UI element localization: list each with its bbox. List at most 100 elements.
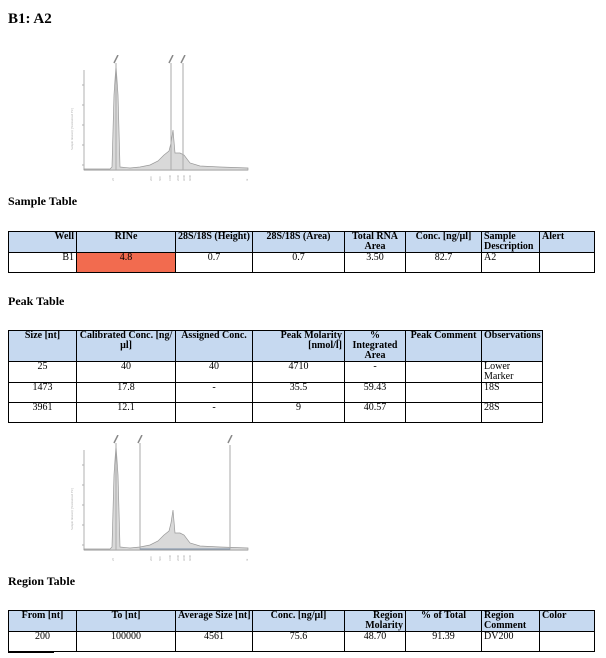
cell-assigned-conc: 40 — [175, 361, 253, 383]
cell-peak-comment — [405, 361, 482, 383]
header-well: Well — [8, 231, 77, 253]
svg-text:1000: 1000 — [168, 555, 172, 562]
cell-conc: 82.7 — [405, 252, 482, 273]
peak-table-heading: Peak Table — [8, 294, 65, 308]
cell-peak-comment — [405, 382, 482, 403]
cell-observations: Lower Marker — [481, 361, 543, 383]
cell-region-molarity: 48.70 — [344, 631, 406, 652]
header-28s18s-area: 28S/18S (Area) — [252, 231, 345, 253]
header-conc: Conc. [ng/µl] — [405, 231, 482, 253]
x-ticks: 25 200 500 1000 2000 4000 6000 nt — [111, 555, 249, 562]
y-axis: Sample Intensity [Normalized FU] — [70, 450, 85, 550]
region-table: From [nt] To [nt] Average Size [nt] Conc… — [8, 610, 595, 652]
svg-text:200: 200 — [149, 176, 153, 181]
header-assigned-conc: Assigned Conc. — [175, 330, 253, 362]
cell-area-ratio: 0.7 — [252, 252, 345, 273]
svg-text:25: 25 — [111, 178, 115, 182]
cell-sample-description: A2 — [481, 252, 540, 273]
svg-text:500: 500 — [158, 176, 162, 181]
svg-text:Sample Intensity [Normalized F: Sample Intensity [Normalized FU] — [70, 488, 74, 530]
peak-table: Size [nt] Calibrated Conc. [ng/µl] Assig… — [8, 330, 543, 423]
svg-text:6000: 6000 — [188, 175, 192, 182]
cell-total-rna-area: 3.50 — [344, 252, 406, 273]
svg-text:4000: 4000 — [182, 555, 186, 562]
cell-from: 200 — [8, 631, 77, 652]
header-conc: Conc. [ng/µl] — [252, 610, 345, 632]
header-observations: Observations — [481, 330, 543, 362]
table-row: 200 100000 4561 75.6 48.70 91.39 DV200 — [8, 631, 595, 652]
svg-text:1000: 1000 — [168, 175, 172, 182]
page-title: B1: A2 — [8, 11, 52, 27]
svg-text:25: 25 — [111, 558, 115, 562]
cell-observations: 28S — [481, 402, 543, 423]
header-sample-description: Sample Description — [481, 231, 540, 253]
svg-text:nt: nt — [245, 179, 249, 182]
table-row: 3961 12.1 - 9 40.57 28S — [8, 402, 543, 423]
cell-peak-molarity: 35.5 — [252, 382, 345, 403]
cell-size: 3961 — [8, 402, 77, 423]
svg-text:200: 200 — [149, 556, 153, 561]
cell-assigned-conc: - — [175, 382, 253, 403]
cell-peak-molarity: 9 — [252, 402, 345, 423]
header-alert: Alert — [539, 231, 595, 253]
region-electropherogram-plot: Sample Intensity [Normalized FU] 25 200 … — [70, 435, 249, 562]
table-row: 25 40 40 4710 - Lower Marker — [8, 361, 543, 383]
svg-text:6000: 6000 — [188, 555, 192, 562]
header-from: From [nt] — [8, 610, 77, 632]
cell-integrated-area: - — [344, 361, 406, 383]
cell-to: 100000 — [76, 631, 176, 652]
svg-text:2000: 2000 — [176, 555, 180, 562]
svg-text:500: 500 — [158, 556, 162, 561]
cell-peak-comment — [405, 402, 482, 423]
svg-text:2000: 2000 — [176, 175, 180, 182]
svg-text:nt: nt — [245, 559, 249, 562]
header-total-rna-area: Total RNA Area — [344, 231, 406, 253]
table-row: 1473 17.8 - 35.5 59.43 18S — [8, 382, 543, 403]
header-average-size: Average Size [nt] — [175, 610, 253, 632]
cell-assigned-conc: - — [175, 402, 253, 423]
header-color: Color — [539, 610, 595, 632]
cell-size: 25 — [8, 361, 77, 383]
peak-table-header: Size [nt] Calibrated Conc. [ng/µl] Assig… — [8, 330, 543, 362]
header-calibrated-conc: Calibrated Conc. [ng/µl] — [76, 330, 176, 362]
y-axis: Sample Intensity [Normalized FU] — [70, 70, 85, 170]
svg-text:4000: 4000 — [182, 175, 186, 182]
cell-well: B1 — [8, 252, 77, 273]
header-28s18s-height: 28S/18S (Height) — [175, 231, 253, 253]
electropherogram-plot: Sample Intensity [Normalized FU] 25 200 … — [70, 55, 249, 182]
cell-calibrated-conc: 40 — [76, 361, 176, 383]
next-section-stub — [8, 652, 54, 658]
sample-table-heading: Sample Table — [8, 194, 78, 208]
peak-markers — [113, 55, 186, 170]
cell-size: 1473 — [8, 382, 77, 403]
trace-fill — [83, 444, 249, 551]
sample-table: Well RINe 28S/18S (Height) 28S/18S (Area… — [8, 231, 595, 273]
table-row: B1 4.8 0.7 0.7 3.50 82.7 A2 — [8, 252, 595, 273]
header-rine: RINe — [76, 231, 176, 253]
svg-text:Sample Intensity [Normalized F: Sample Intensity [Normalized FU] — [70, 108, 74, 150]
cell-observations: 18S — [481, 382, 543, 403]
header-to: To [nt] — [76, 610, 176, 632]
cell-integrated-area: 40.57 — [344, 402, 406, 423]
cell-height-ratio: 0.7 — [175, 252, 253, 273]
header-integrated-area: % Integrated Area — [344, 330, 406, 362]
cell-calibrated-conc: 12.1 — [76, 402, 176, 423]
cell-conc: 75.6 — [252, 631, 345, 652]
cell-calibrated-conc: 17.8 — [76, 382, 176, 403]
x-ticks: 25 200 500 1000 2000 4000 6000 nt — [111, 175, 249, 182]
region-table-heading: Region Table — [8, 574, 76, 588]
region-markers — [113, 435, 233, 550]
cell-rine: 4.8 — [76, 252, 176, 273]
cell-color — [539, 631, 595, 652]
header-percent-total: % of Total — [405, 610, 482, 632]
header-region-molarity: Region Molarity — [344, 610, 406, 632]
header-size: Size [nt] — [8, 330, 77, 362]
cell-average-size: 4561 — [175, 631, 253, 652]
trace-fill — [83, 64, 249, 171]
sample-table-header: Well RINe 28S/18S (Height) 28S/18S (Area… — [8, 231, 595, 253]
region-table-header: From [nt] To [nt] Average Size [nt] Conc… — [8, 610, 595, 632]
cell-region-comment: DV200 — [481, 631, 540, 652]
header-region-comment: Region Comment — [481, 610, 540, 632]
header-peak-molarity: Peak Molarity [nmol/l] — [252, 330, 345, 362]
cell-percent-total: 91.39 — [405, 631, 482, 652]
